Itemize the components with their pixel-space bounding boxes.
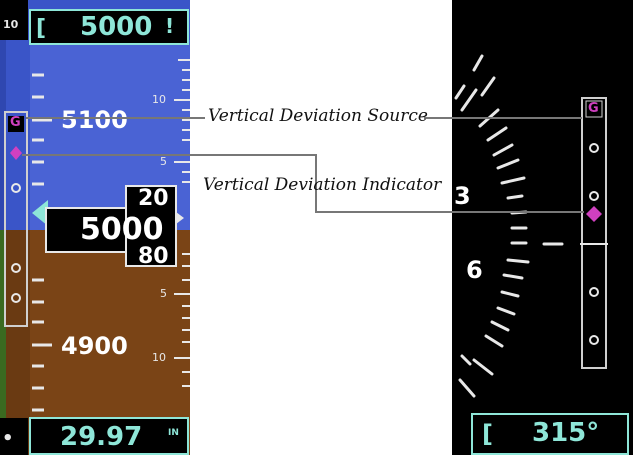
vertical-speed-panel: 3 6 G [ 315°	[452, 0, 633, 455]
heading-value: 315°	[532, 418, 600, 448]
altitude-label-lower: 4900	[61, 332, 128, 360]
top-left-corner	[0, 0, 28, 40]
altitude-tape-graphics	[0, 0, 190, 455]
vsi-graphics	[454, 54, 629, 455]
vdi-dot	[589, 335, 599, 345]
callout-vertical-deviation-source: Vertical Deviation Source	[208, 106, 428, 126]
selected-altitude-value: 5000	[80, 12, 153, 42]
baro-setting-value: 29.97	[60, 422, 143, 452]
current-altitude-value: 5000	[80, 212, 164, 247]
left-strip	[0, 0, 6, 455]
vdi-dot	[11, 293, 21, 303]
left-strip-ground	[0, 230, 6, 455]
heading-box	[471, 413, 629, 455]
vsi-ticks	[174, 59, 190, 387]
vsi-label-6: 6	[466, 256, 483, 284]
rolling-upper-digits: 20	[138, 186, 169, 211]
vdi-dot	[589, 287, 599, 297]
heading-bug-icon: [	[482, 420, 493, 448]
alt-bug-icon: [	[36, 16, 47, 41]
baro-box	[29, 417, 189, 455]
vertical-source-left: G	[10, 115, 21, 130]
vsi-label-5-down: 5	[160, 287, 167, 300]
bottom-left-glyph: •	[2, 428, 14, 449]
vdi-left-frame	[4, 111, 28, 327]
vdi-left-source-bg	[8, 116, 24, 132]
vsi-arc-ticks	[454, 54, 564, 398]
vertical-source-right: G	[588, 101, 599, 116]
selected-altitude-box	[29, 9, 189, 45]
vdi-right-source-bg	[585, 100, 603, 118]
vdi-dot	[589, 143, 599, 153]
readout-pointer	[176, 212, 184, 224]
selected-altitude-suffix: !	[165, 14, 175, 38]
vsi-label-3: 3	[454, 182, 471, 210]
vdi-right-diamond	[586, 206, 602, 222]
rolling-lower-digits: 80	[138, 244, 169, 269]
vdi-dot	[11, 183, 21, 193]
callout-vertical-deviation-indicator: Vertical Deviation Indicator	[203, 175, 442, 195]
vdi-left-diamond	[10, 146, 22, 160]
vdi-dot	[11, 263, 21, 273]
top-left-label: 10	[3, 18, 19, 31]
bottom-left-corner	[0, 418, 28, 455]
altitude-tape-panel: 10 [ 5000 ! 5100 4900 10 5 5 10 G 20 500…	[0, 0, 190, 455]
altitude-label-upper: 5100	[61, 106, 128, 134]
baro-unit: IN	[168, 428, 179, 438]
vdi-right-frame	[581, 97, 607, 369]
vsi-label-10-up: 10	[152, 93, 166, 106]
vsi-label-10-down: 10	[152, 351, 166, 364]
vsi-label-5-up: 5	[160, 155, 167, 168]
vdi-dot	[589, 191, 599, 201]
